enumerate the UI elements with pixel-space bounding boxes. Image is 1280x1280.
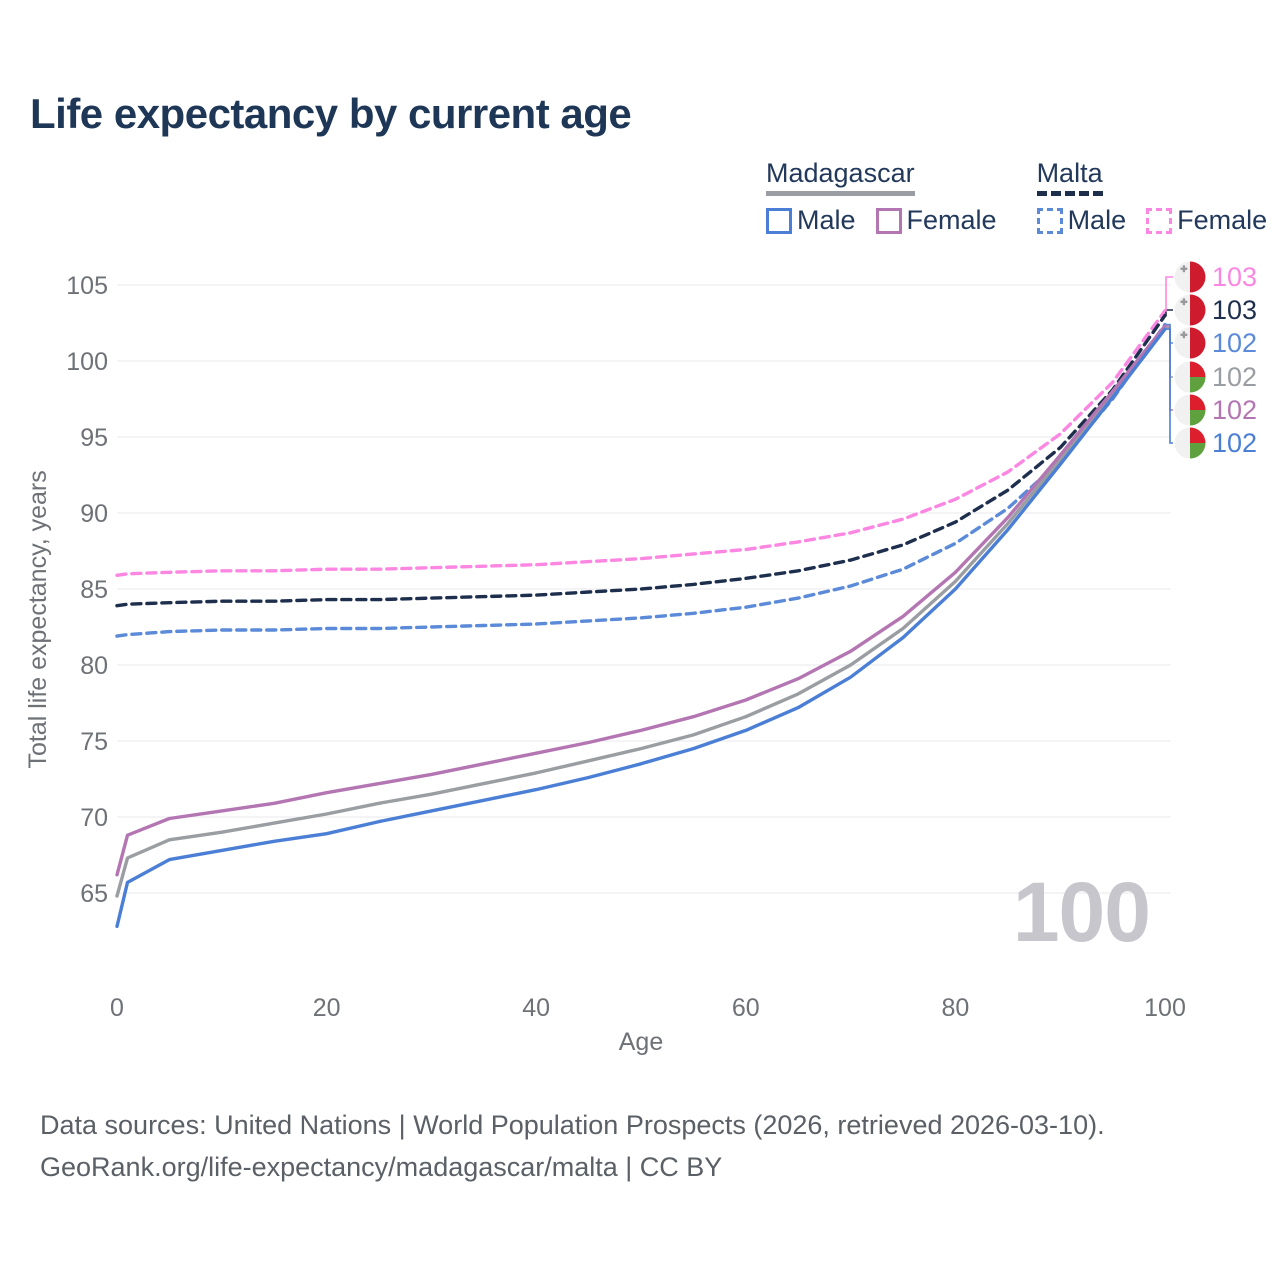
- x-tick-label-100: 100: [1144, 994, 1186, 1022]
- madagascar-male-swatch: [766, 207, 792, 234]
- flag-icon-madagascar: [1174, 394, 1206, 426]
- end-label-value-madagascar: 102: [1212, 362, 1257, 392]
- y-tick-label-70: 70: [80, 804, 108, 832]
- legend-country-madagascar[interactable]: Madagascar: [766, 158, 915, 196]
- end-label-connector-madagascar-male: [1165, 328, 1173, 444]
- end-label-value-malta-female: 103: [1212, 262, 1257, 292]
- y-tick-label-75: 75: [80, 728, 108, 756]
- madagascar-female-swatch: [875, 207, 902, 234]
- end-label-connector-malta-female: [1165, 276, 1173, 312]
- series-line-madagascar-male[interactable]: [115, 327, 1167, 929]
- flag-icon-malta: [1174, 261, 1206, 293]
- legend-label-madagascar-male: Male: [797, 205, 856, 235]
- y-tick-label-65: 65: [80, 880, 108, 908]
- footer-attribution: GeoRank.org/life-expectancy/madagascar/m…: [40, 1152, 723, 1182]
- series-line-madagascar-female[interactable]: [115, 324, 1167, 877]
- flag-icon-madagascar: [1174, 427, 1206, 459]
- y-tick-label-85: 85: [80, 576, 108, 604]
- end-label-malta-female[interactable]: 103: [1174, 261, 1257, 293]
- y-axis-title: Total life expectancy, years: [24, 470, 52, 768]
- end-label-connector-madagascar-female: [1165, 325, 1173, 411]
- y-tick-label-80: 80: [80, 652, 108, 680]
- legend-item-malta-female[interactable]: Female: [1146, 205, 1267, 236]
- end-label-value-malta-male: 102: [1212, 328, 1257, 358]
- series-line-malta[interactable]: [115, 313, 1167, 608]
- x-tick-label-60: 60: [732, 994, 760, 1022]
- legend-group-malta: Malta Male Female: [1036, 158, 1267, 236]
- x-tick-label-80: 80: [941, 994, 969, 1022]
- legend-item-madagascar-female[interactable]: Female: [875, 205, 997, 236]
- end-label-connector-malta: [1165, 309, 1173, 317]
- legend-item-madagascar-male[interactable]: Male: [766, 205, 856, 236]
- flag-icon-malta: [1174, 294, 1206, 326]
- end-label-value-malta: 103: [1212, 295, 1257, 325]
- legend-label-madagascar-female: Female: [906, 205, 997, 235]
- y-tick-label-90: 90: [80, 500, 108, 528]
- flag-icon-malta: [1174, 327, 1206, 359]
- x-axis-title: Age: [619, 1028, 663, 1056]
- legend: Madagascar Male Female Malta Male Female: [766, 158, 1267, 236]
- end-label-madagascar-female[interactable]: 102: [1174, 394, 1257, 426]
- x-tick-label-0: 0: [110, 994, 124, 1022]
- legend-label-malta-male: Male: [1067, 205, 1127, 235]
- watermark-age-100: 100: [1012, 865, 1151, 959]
- end-label-connector-madagascar: [1165, 326, 1173, 378]
- legend-label-malta-female: Female: [1177, 205, 1268, 235]
- end-label-madagascar[interactable]: 102: [1174, 361, 1257, 393]
- legend-item-malta-male[interactable]: Male: [1036, 205, 1127, 236]
- series-line-malta-female[interactable]: [115, 309, 1167, 577]
- footer-data-sources: Data sources: United Nations | World Pop…: [40, 1110, 1105, 1140]
- legend-items-malta: Male Female: [1036, 205, 1267, 236]
- series-line-malta-male[interactable]: [115, 322, 1167, 638]
- legend-group-madagascar: Madagascar Male Female: [766, 158, 997, 236]
- legend-items-madagascar: Male Female: [766, 205, 997, 236]
- end-label-malta[interactable]: 103: [1174, 294, 1257, 326]
- series-line-madagascar[interactable]: [115, 325, 1167, 898]
- malta-male-swatch: [1036, 207, 1063, 234]
- footer: Data sources: United Nations | World Pop…: [40, 1104, 1105, 1188]
- y-tick-label-105: 105: [66, 272, 108, 300]
- end-label-value-madagascar-male: 102: [1212, 428, 1257, 458]
- end-label-madagascar-male[interactable]: 102: [1174, 427, 1257, 459]
- legend-country-malta[interactable]: Malta: [1036, 158, 1103, 196]
- y-tick-label-100: 100: [66, 348, 108, 376]
- y-tick-label-95: 95: [80, 424, 108, 452]
- flag-icon-madagascar: [1174, 361, 1206, 393]
- x-tick-label-20: 20: [313, 994, 341, 1022]
- x-tick-label-40: 40: [522, 994, 550, 1022]
- end-label-value-madagascar-female: 102: [1212, 395, 1257, 425]
- end-label-malta-male[interactable]: 102: [1174, 327, 1257, 359]
- malta-female-swatch: [1146, 207, 1173, 234]
- page-title: Life expectancy by current age: [30, 90, 632, 137]
